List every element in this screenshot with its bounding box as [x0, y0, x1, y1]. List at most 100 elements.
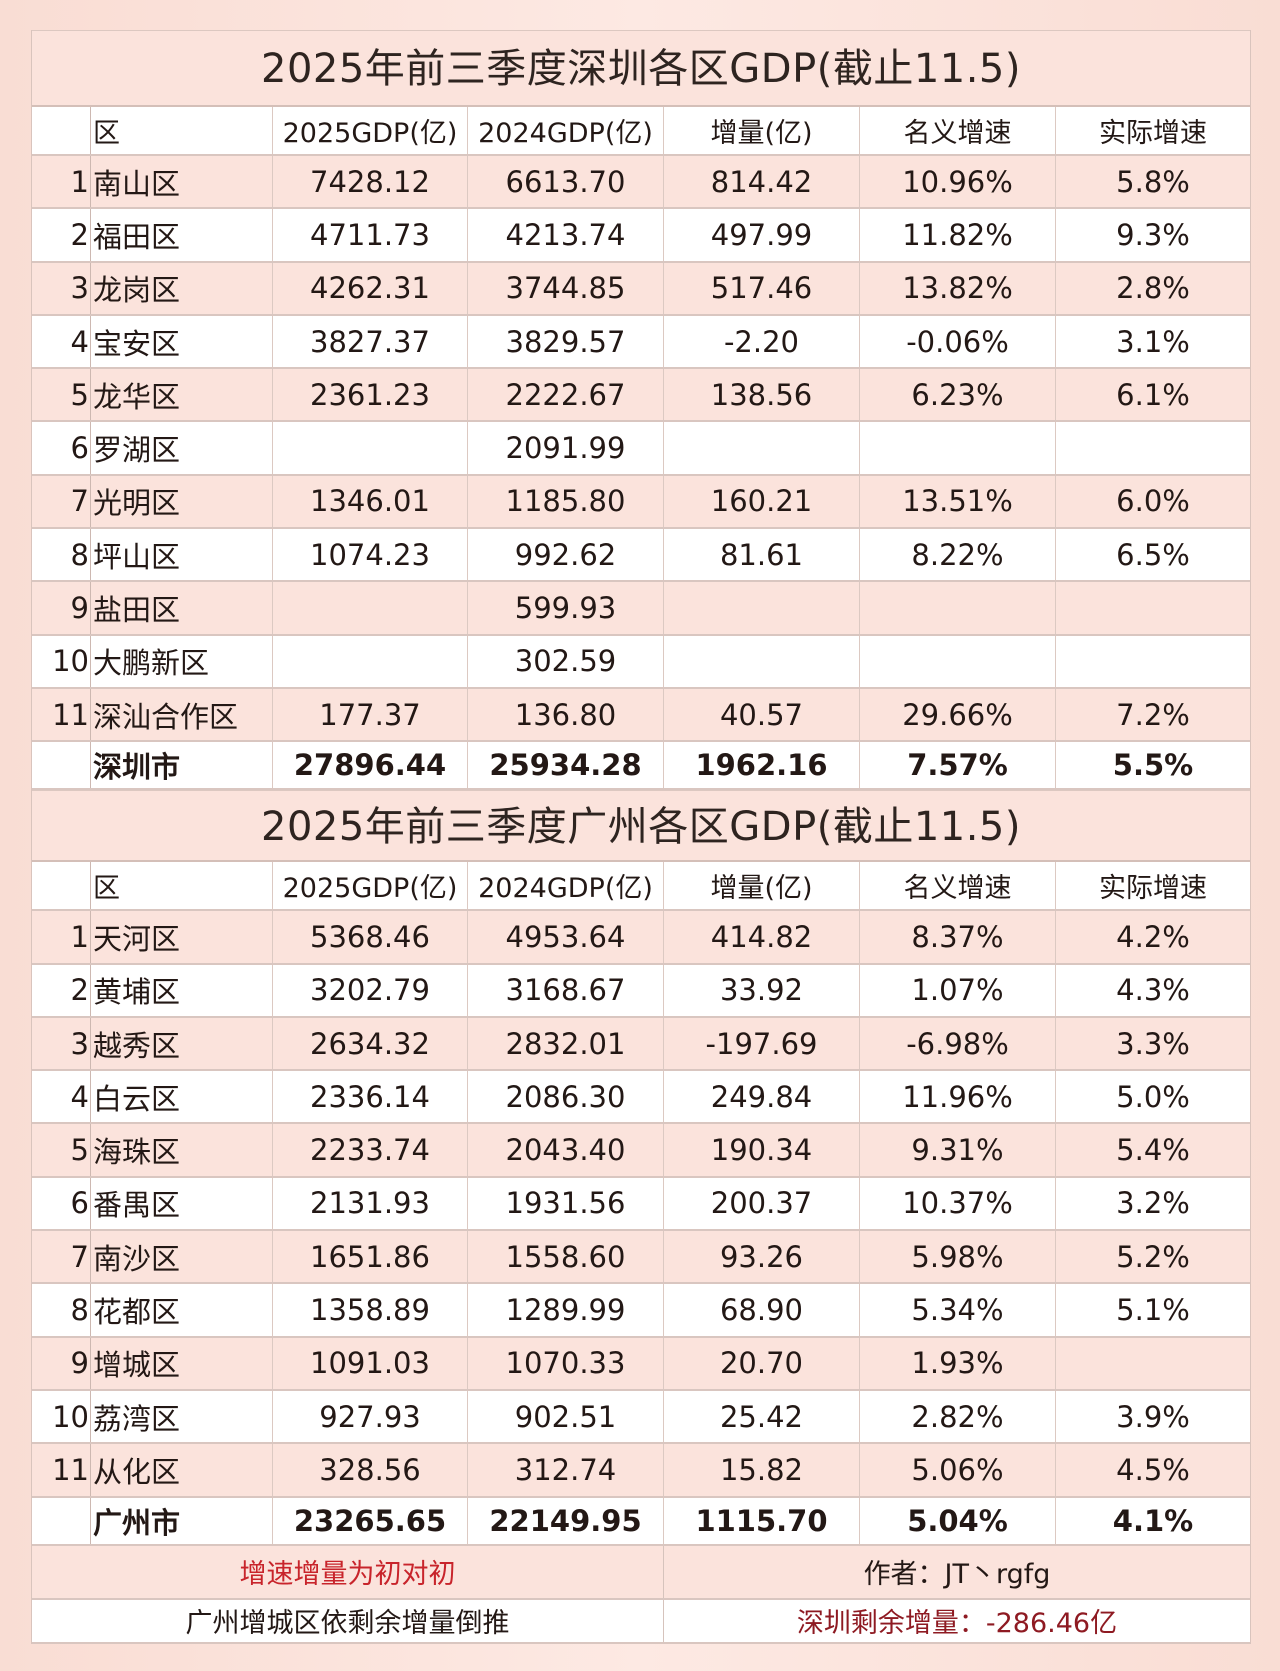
row-index: 3: [32, 1017, 91, 1070]
increment: 93.26: [664, 1231, 860, 1283]
district-name: 海珠区: [91, 1124, 273, 1176]
real-growth: 4.3%: [1116, 973, 1190, 1008]
gdp-2025: 4711.73: [273, 209, 468, 261]
table-row: 8 坪山区 1074.23 992.62 81.61 8.22% 6.5%: [32, 529, 1250, 583]
table-row: 10 荔湾区 927.93 902.51 25.42 2.82% 3.9%: [32, 1390, 1250, 1445]
notes-row-2: 广州增城区依剩余增量倒推 深圳剩余增量：-286.46亿: [32, 1599, 1250, 1644]
nominal-growth: 1.93%: [860, 1337, 1056, 1389]
header-real-growth: 实际增速: [1099, 873, 1207, 905]
table-row: 6 番禺区 2131.93 1931.56 200.37 10.37% 3.2%: [32, 1177, 1250, 1232]
guangzhou-title: 2025年前三季度广州各区GDP(截止11.5): [32, 790, 1250, 863]
real-growth: 3.2%: [1116, 1186, 1190, 1221]
gdp-2024: 3744.85: [468, 262, 664, 314]
real-growth: 2.8%: [1116, 271, 1190, 306]
row-index: 2: [32, 964, 91, 1016]
real-growth: 6.0%: [1116, 484, 1190, 519]
header-gdp-2025: 2025GDP(亿): [273, 107, 468, 154]
district-name: 荔湾区: [91, 1390, 273, 1443]
row-index: 7: [32, 1231, 91, 1283]
table-row: 5 龙华区 2361.23 2222.67 138.56 6.23% 6.1%: [32, 369, 1250, 423]
increment: -197.69: [664, 1017, 860, 1070]
nominal-growth: 11.82%: [860, 209, 1056, 261]
shenzhen-header-row: 区 2025GDP(亿) 2024GDP(亿) 增量(亿) 名义增速 实际增速: [32, 107, 1250, 156]
gdp-2024: 4213.74: [468, 209, 664, 261]
gdp-2024: 2832.01: [468, 1017, 664, 1070]
notes-row-1: 增速增量为初对初 作者：JT丶rgfg: [32, 1545, 1250, 1600]
district-name: 盐田区: [91, 582, 273, 634]
gdp-2025: 1651.86: [273, 1231, 468, 1283]
real-growth: 4.5%: [1116, 1452, 1190, 1487]
gdp-2025: 2131.93: [273, 1177, 468, 1230]
increment: 190.34: [664, 1124, 860, 1176]
nominal-growth: [860, 635, 1056, 687]
real-growth: 3.1%: [1116, 324, 1190, 359]
row-index: 8: [32, 529, 91, 581]
gdp-2025: 2336.14: [273, 1071, 468, 1123]
row-index: 11: [32, 1444, 91, 1496]
table-row: 7 光明区 1346.01 1185.80 160.21 13.51% 6.0%: [32, 475, 1250, 530]
table-row: 11 深汕合作区 177.37 136.80 40.57 29.66% 7.2%: [32, 688, 1250, 743]
guangzhou-total-row: 广州市 23265.65 22149.95 1115.70 5.04% 4.1%: [32, 1497, 1250, 1546]
header-increment: 增量(亿): [664, 107, 860, 154]
total-index: [32, 742, 91, 789]
increment: 20.70: [664, 1337, 860, 1389]
table-row: 2 黄埔区 3202.79 3168.67 33.92 1.07% 4.3%: [32, 964, 1250, 1018]
real-growth: 3.3%: [1116, 1026, 1190, 1061]
increment: 40.57: [664, 688, 860, 741]
nominal-growth: 5.06%: [860, 1444, 1056, 1496]
header-real-growth: 实际增速: [1099, 118, 1207, 149]
header-gdp-2024: 2024GDP(亿): [468, 107, 664, 154]
real-growth: 5.8%: [1116, 164, 1190, 199]
row-index: 10: [32, 1390, 91, 1443]
real-growth: 3.9%: [1116, 1399, 1190, 1434]
district-name: 白云区: [91, 1071, 273, 1123]
table-row: 2 福田区 4711.73 4213.74 497.99 11.82% 9.3%: [32, 209, 1250, 263]
row-index: 3: [32, 262, 91, 314]
gdp-2025: [273, 635, 468, 687]
district-name: 龙岗区: [91, 262, 273, 314]
district-name: 越秀区: [91, 1017, 273, 1070]
header-district: 区: [91, 862, 273, 910]
table-row: 3 越秀区 2634.32 2832.01 -197.69 -6.98% 3.3%: [32, 1017, 1250, 1072]
gdp-2025: 2634.32: [273, 1017, 468, 1070]
nominal-growth: 5.98%: [860, 1231, 1056, 1283]
district-name: 坪山区: [91, 529, 273, 581]
gdp-2024: 1931.56: [468, 1177, 664, 1230]
header-index: [32, 862, 91, 910]
gdp-2024: 3168.67: [468, 964, 664, 1016]
gdp-2024: 1558.60: [468, 1231, 664, 1283]
district-name: 罗湖区: [91, 422, 273, 474]
nominal-growth: 11.96%: [860, 1071, 1056, 1123]
increment: [664, 422, 860, 474]
nominal-growth: 29.66%: [860, 688, 1056, 741]
row-index: 10: [32, 635, 91, 687]
nominal-growth: -0.06%: [860, 315, 1056, 368]
row-index: 5: [32, 369, 91, 421]
increment: 25.42: [664, 1390, 860, 1443]
gdp-2024: 1070.33: [468, 1337, 664, 1389]
nominal-growth: [860, 582, 1056, 634]
real-growth: [1056, 582, 1250, 633]
real-growth: [1056, 636, 1250, 687]
gdp-2025: [273, 582, 468, 634]
gdp-2024: 3829.57: [468, 315, 664, 368]
shenzhen-title: 2025年前三季度深圳各区GDP(截止11.5): [32, 30, 1250, 107]
total-gdp-2025: 27896.44: [273, 742, 468, 789]
nominal-growth: 6.23%: [860, 369, 1056, 421]
increment: 68.90: [664, 1284, 860, 1336]
table-row: 5 海珠区 2233.74 2043.40 190.34 9.31% 5.4%: [32, 1124, 1250, 1178]
row-index: 6: [32, 1177, 91, 1230]
increment: 138.56: [664, 369, 860, 421]
nominal-growth: -6.98%: [860, 1017, 1056, 1070]
increment: 160.21: [664, 475, 860, 528]
district-name: 从化区: [91, 1444, 273, 1496]
gdp-2024: 2086.30: [468, 1071, 664, 1123]
total-nominal-growth: 7.57%: [860, 742, 1056, 789]
real-growth: 7.2%: [1116, 697, 1190, 732]
note-growth-basis: 增速增量为初对初: [32, 1545, 664, 1598]
gdp-2025: 7428.12: [273, 156, 468, 208]
gdp-2024: 302.59: [468, 635, 664, 687]
gdp-2025: 2361.23: [273, 369, 468, 421]
real-growth: 9.3%: [1116, 217, 1190, 252]
table-row: 7 南沙区 1651.86 1558.60 93.26 5.98% 5.2%: [32, 1231, 1250, 1285]
